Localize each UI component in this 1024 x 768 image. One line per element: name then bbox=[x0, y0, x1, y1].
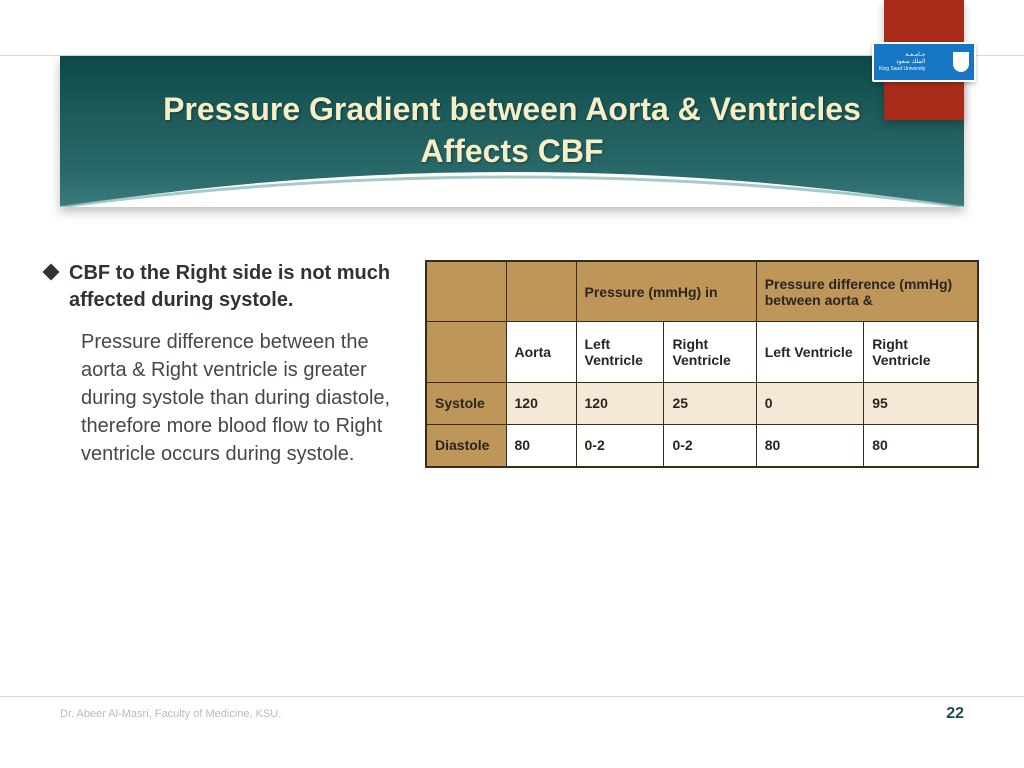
cell: 0 bbox=[756, 382, 864, 424]
cell: 80 bbox=[756, 424, 864, 467]
cell: 0-2 bbox=[664, 424, 756, 467]
cell: 80 bbox=[506, 424, 576, 467]
footer-credit: Dr. Abeer Al-Masri, Faculty of Medicine,… bbox=[60, 708, 281, 720]
page-number: 22 bbox=[946, 705, 964, 723]
table-row: Pressure (mmHg) in Pressure difference (… bbox=[426, 261, 978, 322]
table-row: Diastole 80 0-2 0-2 80 80 bbox=[426, 424, 978, 467]
logo-text: جـامـعـة الملك سعود King Saud University bbox=[879, 52, 925, 72]
logo-line3: King Saud University bbox=[879, 66, 925, 72]
logo-line2: الملك سعود bbox=[879, 59, 925, 66]
bullet-main: CBF to the Right side is not much affect… bbox=[45, 260, 405, 314]
subheader-blank bbox=[426, 322, 506, 382]
header-blank-1 bbox=[426, 261, 506, 322]
row-label-systole: Systole bbox=[426, 382, 506, 424]
footer: Dr. Abeer Al-Masri, Faculty of Medicine,… bbox=[0, 696, 1024, 723]
bullet-main-text: CBF to the Right side is not much affect… bbox=[69, 260, 405, 314]
subheader-diff-rv: Right Ventricle bbox=[864, 322, 978, 382]
cell: 80 bbox=[864, 424, 978, 467]
subheader-rv: Right Ventricle bbox=[664, 322, 756, 382]
header-pressure-in: Pressure (mmHg) in bbox=[576, 261, 756, 322]
bullet-sub-text: Pressure difference between the aorta & … bbox=[81, 328, 405, 468]
cell: 120 bbox=[506, 382, 576, 424]
subheader-diff-lv: Left Ventricle bbox=[756, 322, 864, 382]
cell: 0-2 bbox=[576, 424, 664, 467]
shield-icon bbox=[953, 52, 969, 72]
row-label-diastole: Diastole bbox=[426, 424, 506, 467]
banner-curve bbox=[60, 167, 964, 207]
cell: 120 bbox=[576, 382, 664, 424]
table-row: Systole 120 120 25 0 95 bbox=[426, 382, 978, 424]
pressure-table: Pressure (mmHg) in Pressure difference (… bbox=[425, 260, 979, 468]
content-area: CBF to the Right side is not much affect… bbox=[45, 260, 979, 468]
title-banner: Pressure Gradient between Aorta & Ventri… bbox=[60, 56, 964, 206]
subheader-lv: Left Ventricle bbox=[576, 322, 664, 382]
diamond-icon bbox=[43, 264, 60, 281]
page-title: Pressure Gradient between Aorta & Ventri… bbox=[60, 89, 964, 172]
bullet-list: CBF to the Right side is not much affect… bbox=[45, 260, 405, 468]
university-logo: جـامـعـة الملك سعود King Saud University bbox=[872, 42, 976, 82]
cell: 25 bbox=[664, 382, 756, 424]
logo-line1: جـامـعـة bbox=[879, 52, 925, 59]
table-row: Aorta Left Ventricle Right Ventricle Lef… bbox=[426, 322, 978, 382]
header-pressure-diff: Pressure difference (mmHg) between aorta… bbox=[756, 261, 978, 322]
subheader-aorta: Aorta bbox=[506, 322, 576, 382]
cell: 95 bbox=[864, 382, 978, 424]
header-blank-2 bbox=[506, 261, 576, 322]
